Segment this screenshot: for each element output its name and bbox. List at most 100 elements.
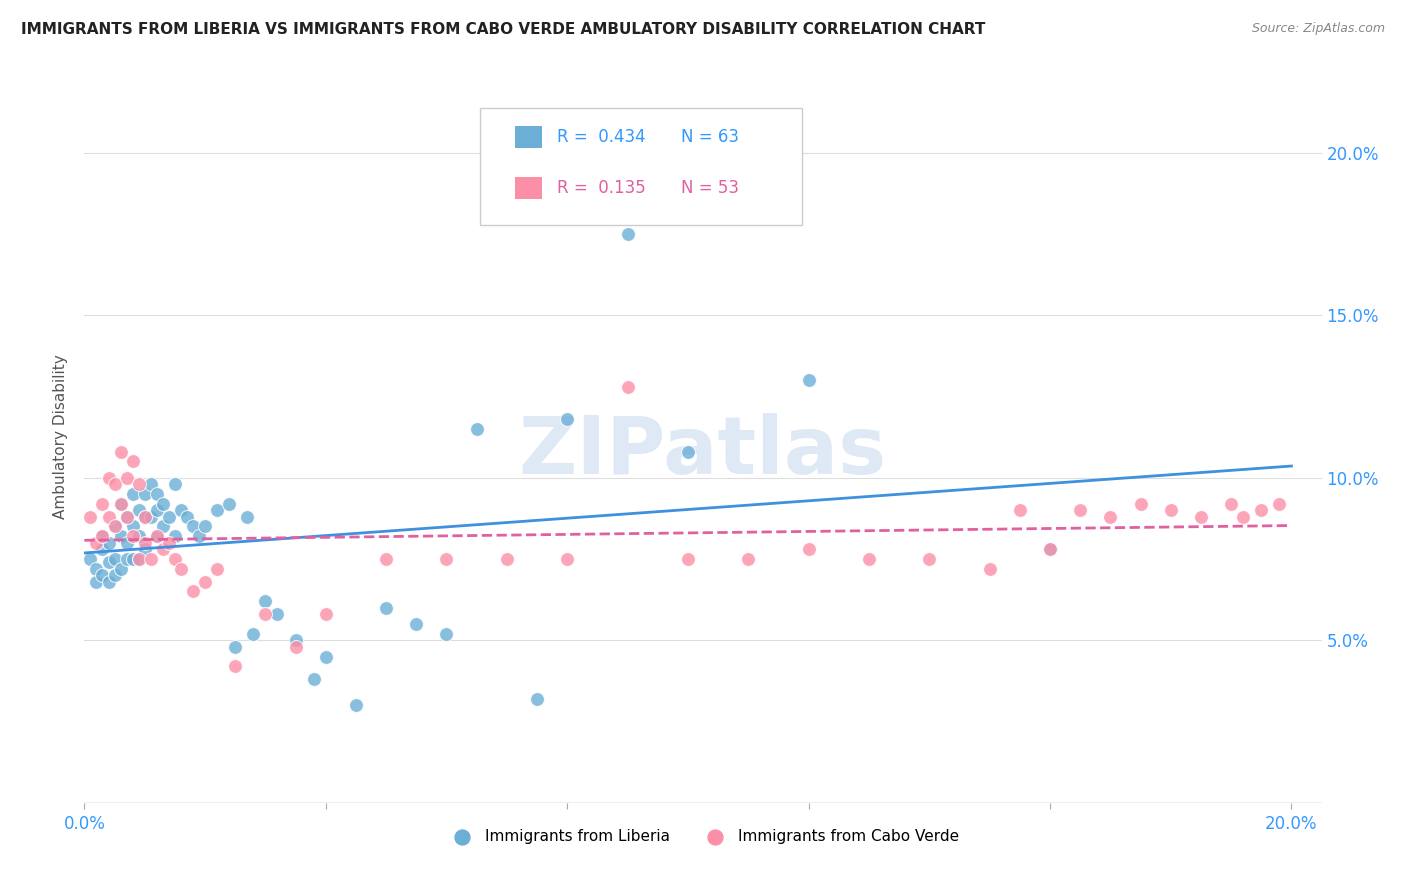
- Point: [194, 574, 217, 589]
- Point: [465, 422, 488, 436]
- Point: [242, 626, 264, 640]
- Point: [128, 529, 150, 543]
- Point: [344, 698, 367, 713]
- Point: [134, 509, 156, 524]
- Text: N = 53: N = 53: [681, 179, 738, 197]
- Point: [86, 535, 108, 549]
- Point: [134, 542, 156, 557]
- Text: Source: ZipAtlas.com: Source: ZipAtlas.com: [1251, 22, 1385, 36]
- Point: [128, 477, 150, 491]
- Point: [375, 552, 398, 566]
- Text: R =  0.135: R = 0.135: [557, 179, 645, 197]
- Point: [115, 471, 138, 485]
- Point: [284, 640, 307, 654]
- Point: [91, 542, 114, 557]
- Point: [526, 691, 548, 706]
- Point: [405, 617, 427, 632]
- Point: [205, 503, 228, 517]
- Point: [91, 529, 114, 543]
- Point: [375, 600, 398, 615]
- Point: [97, 535, 120, 549]
- Point: [91, 497, 114, 511]
- Point: [163, 477, 186, 491]
- Point: [858, 552, 880, 566]
- Point: [128, 552, 150, 566]
- Point: [134, 509, 156, 524]
- Point: [1129, 497, 1152, 511]
- Point: [128, 552, 150, 566]
- Point: [188, 529, 211, 543]
- Point: [1160, 503, 1182, 517]
- Point: [91, 529, 114, 543]
- Point: [163, 529, 186, 543]
- Text: IMMIGRANTS FROM LIBERIA VS IMMIGRANTS FROM CABO VERDE AMBULATORY DISABILITY CORR: IMMIGRANTS FROM LIBERIA VS IMMIGRANTS FR…: [21, 22, 986, 37]
- Point: [103, 519, 125, 533]
- Point: [146, 529, 169, 543]
- Point: [205, 562, 228, 576]
- Text: R =  0.434: R = 0.434: [557, 128, 645, 146]
- Point: [110, 562, 132, 576]
- Point: [139, 509, 162, 524]
- Point: [737, 552, 759, 566]
- Point: [79, 552, 101, 566]
- Point: [134, 535, 156, 549]
- Point: [97, 509, 120, 524]
- Point: [86, 562, 108, 576]
- Point: [1220, 497, 1243, 511]
- Point: [103, 519, 125, 533]
- Point: [315, 649, 337, 664]
- Point: [797, 373, 820, 387]
- Point: [103, 552, 125, 566]
- Point: [436, 626, 458, 640]
- Point: [121, 487, 143, 501]
- Point: [1189, 509, 1212, 524]
- Point: [918, 552, 941, 566]
- Point: [495, 552, 517, 566]
- Point: [797, 542, 820, 557]
- Point: [128, 503, 150, 517]
- Point: [91, 568, 114, 582]
- Point: [218, 497, 240, 511]
- Point: [110, 497, 132, 511]
- Point: [676, 552, 699, 566]
- Point: [97, 555, 120, 569]
- Point: [146, 487, 169, 501]
- Point: [115, 509, 138, 524]
- Point: [616, 227, 638, 241]
- Point: [1008, 503, 1031, 517]
- Point: [121, 529, 143, 543]
- Point: [224, 659, 246, 673]
- Point: [152, 519, 174, 533]
- Point: [139, 477, 162, 491]
- Point: [115, 535, 138, 549]
- Point: [170, 562, 193, 576]
- Point: [121, 552, 143, 566]
- Point: [1268, 497, 1291, 511]
- Point: [1069, 503, 1091, 517]
- Point: [254, 607, 277, 622]
- Point: [194, 519, 217, 533]
- Point: [110, 497, 132, 511]
- Point: [555, 552, 578, 566]
- Point: [157, 509, 180, 524]
- Point: [163, 552, 186, 566]
- FancyBboxPatch shape: [515, 126, 543, 148]
- FancyBboxPatch shape: [515, 177, 543, 199]
- Point: [302, 673, 325, 687]
- Point: [146, 503, 169, 517]
- Point: [181, 584, 204, 599]
- Point: [110, 444, 132, 458]
- Point: [555, 412, 578, 426]
- Point: [115, 509, 138, 524]
- Point: [97, 574, 120, 589]
- Text: ZIPatlas: ZIPatlas: [519, 413, 887, 491]
- Point: [152, 497, 174, 511]
- Point: [79, 509, 101, 524]
- Point: [86, 574, 108, 589]
- Point: [236, 509, 259, 524]
- Point: [181, 519, 204, 533]
- Text: N = 63: N = 63: [681, 128, 738, 146]
- Legend: Immigrants from Liberia, Immigrants from Cabo Verde: Immigrants from Liberia, Immigrants from…: [440, 822, 966, 850]
- Point: [1099, 509, 1122, 524]
- Point: [616, 380, 638, 394]
